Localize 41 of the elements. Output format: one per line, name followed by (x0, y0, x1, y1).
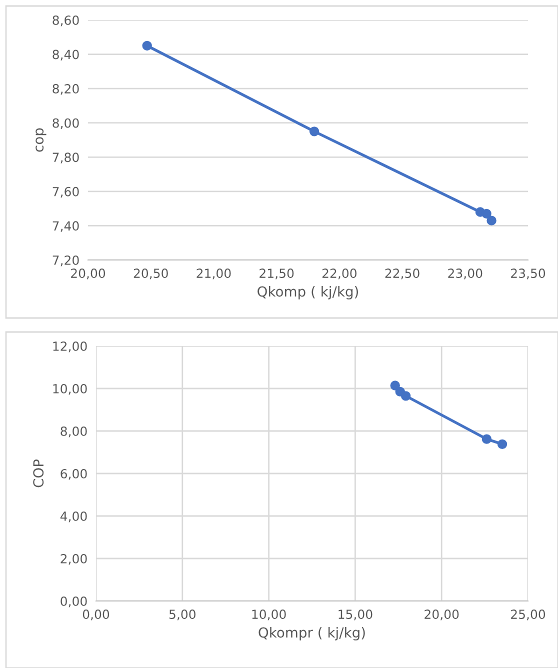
y-tick-label: 12,00 (53, 341, 87, 352)
y-tick-label: 4,00 (60, 511, 87, 522)
x-tick-label: 21,00 (196, 268, 231, 280)
y-tick-label: 10,00 (53, 384, 87, 395)
x-tick-label: 22,50 (385, 268, 420, 280)
x-tick-label: 0,00 (82, 610, 110, 620)
x-tick-label: 23,00 (448, 268, 482, 280)
point (482, 208, 492, 219)
y-tick-label: 8,60 (52, 15, 79, 26)
y-tick-label: 8,00 (52, 118, 79, 130)
x-tick-label: 20,00 (71, 268, 106, 280)
y-axis-title: COP (33, 459, 44, 488)
point (400, 391, 411, 401)
x-tick-label: 21,50 (260, 268, 294, 280)
y-tick-label: 2,00 (60, 554, 87, 565)
y-axis-title: cop (36, 128, 46, 152)
y-tick-label: 6,00 (60, 468, 87, 480)
x-tick-label: 20,50 (134, 268, 168, 280)
point (497, 439, 508, 450)
x-tick-label: 10,00 (252, 610, 286, 620)
y-tick-label: 8,20 (52, 84, 79, 95)
x-tick-label: 20,00 (424, 610, 459, 620)
point (390, 380, 400, 390)
y-tick-label: 8,40 (52, 50, 79, 60)
x-tick-label: 15,00 (338, 610, 372, 620)
x-axis-title: Qkomp ( kj/kg) (258, 286, 358, 300)
y-tick-label: 7,80 (52, 152, 79, 164)
y-tick-label: 7,60 (52, 186, 79, 198)
y-tick-label: 8,00 (60, 426, 87, 438)
y-tick-label: 7,20 (52, 255, 79, 266)
x-axis-title: Qkompr ( kj/kg) (258, 626, 365, 640)
y-tick-label: 0,00 (60, 596, 87, 608)
x-tick-label: 5,00 (169, 610, 196, 620)
point (309, 126, 320, 136)
x-tick-label: 23,50 (511, 268, 546, 280)
point (486, 216, 496, 226)
point (142, 40, 152, 51)
y-tick-label: 7,40 (52, 221, 79, 232)
x-tick-label: 25,00 (511, 610, 546, 620)
x-tick-label: 22,00 (322, 268, 356, 280)
point (482, 434, 492, 444)
